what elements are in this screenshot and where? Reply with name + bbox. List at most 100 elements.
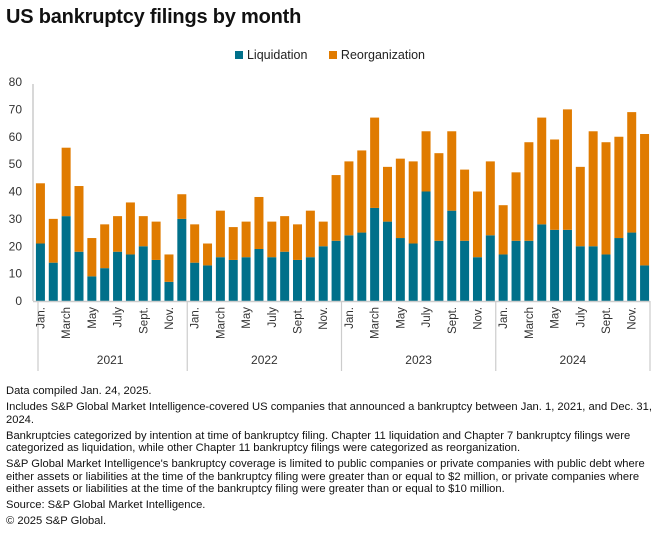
bar-reorganization [177, 194, 187, 219]
bar-liquidation [215, 257, 225, 301]
bar-liquidation [228, 259, 238, 301]
x-tick-label: Nov. [164, 307, 176, 330]
note-copyright: © 2025 S&P Global. [6, 515, 107, 528]
bar-liquidation [344, 235, 354, 301]
bar-liquidation [177, 218, 187, 301]
bar-reorganization [293, 224, 303, 260]
bar-reorganization [408, 161, 418, 244]
bar-reorganization [485, 161, 495, 236]
bar-reorganization [203, 243, 213, 266]
bar-reorganization [370, 117, 380, 208]
bar-liquidation [421, 191, 431, 301]
legend: Liquidation Reorganization [0, 48, 660, 62]
bar-reorganization [460, 169, 470, 241]
bar-liquidation [601, 254, 611, 301]
bar-reorganization [511, 172, 521, 241]
x-tick-label: Sept. [601, 307, 613, 334]
x-tick-label: May [241, 307, 253, 329]
bar-reorganization [74, 186, 84, 252]
bar-liquidation [382, 221, 392, 301]
x-tick-label: March [61, 307, 73, 339]
year-label: 2023 [405, 353, 432, 367]
chart-title: US bankruptcy filings by month [6, 6, 302, 28]
y-axis: 0 10 20 30 40 50 60 70 80 [9, 75, 34, 308]
x-tick-label: Sept. [293, 307, 305, 334]
bar-liquidation [61, 216, 71, 301]
bar-liquidation [241, 257, 251, 301]
legend-item-liquidation: Liquidation [234, 48, 308, 62]
bar-reorganization [344, 161, 354, 236]
x-tick-label: Nov. [318, 307, 330, 330]
bar-reorganization [550, 139, 560, 230]
legend-swatch-reorganization [328, 51, 337, 59]
bar-reorganization [280, 216, 290, 252]
bar-reorganization [537, 117, 547, 225]
bar-reorganization [627, 112, 637, 233]
bar-liquidation [575, 246, 585, 301]
x-tick-label: Sept. [447, 307, 459, 334]
year-label: 2021 [97, 353, 124, 367]
bar-reorganization [524, 142, 534, 241]
bar-liquidation [100, 268, 110, 301]
bar-liquidation [151, 259, 161, 301]
bar-liquidation [370, 207, 380, 301]
x-tick-label: Jan. [498, 307, 510, 329]
bar-reorganization [113, 216, 123, 252]
bar-reorganization [215, 210, 225, 258]
y-tick-label: 30 [9, 212, 23, 226]
bar-liquidation [588, 246, 598, 301]
y-tick-label: 20 [9, 239, 23, 253]
x-tick-label: July [575, 307, 587, 328]
bar-reorganization [357, 150, 367, 233]
bar-liquidation [485, 235, 495, 301]
bar-reorganization [48, 218, 58, 263]
x-tick-label: July [267, 307, 279, 328]
y-tick-label: 80 [9, 75, 23, 89]
x-tick-label: May [87, 307, 99, 329]
x-tick-label: Jan. [190, 307, 202, 329]
bar-reorganization [331, 175, 341, 241]
bar-liquidation [447, 210, 457, 301]
bar-reorganization [447, 131, 457, 211]
legend-label-liquidation: Liquidation [246, 48, 308, 62]
legend-swatch-liquidation [234, 51, 243, 59]
x-tick-label: July [421, 307, 433, 328]
bar-liquidation [35, 243, 45, 301]
note-data-compiled: Data compiled Jan. 24, 2025. [6, 385, 152, 397]
bar-liquidation [305, 257, 315, 301]
x-tick-label: Nov. [627, 307, 639, 330]
x-tick-label: July [113, 307, 125, 328]
x-axis: Jan. March May July Sept. Nov. 2021 Jan. March Ma… [33, 300, 651, 371]
bar-liquidation [640, 265, 650, 301]
bar-liquidation [293, 259, 303, 301]
bar-reorganization [601, 142, 611, 255]
y-tick-label: 70 [9, 102, 23, 116]
bar-liquidation [537, 224, 547, 301]
bar-liquidation [614, 238, 624, 301]
bar-reorganization [575, 166, 585, 247]
bar-liquidation [125, 254, 135, 301]
bar-reorganization [382, 166, 392, 222]
bar-reorganization [100, 224, 110, 269]
x-tick-label: May [550, 307, 562, 329]
bar-reorganization [588, 131, 598, 247]
x-tick-label: March [524, 307, 536, 339]
bar-reorganization [395, 158, 405, 239]
legend-label-reorganization: Reorganization [340, 48, 426, 62]
legend-item-reorganization: Reorganization [328, 48, 426, 62]
year-label: 2024 [560, 353, 587, 367]
bar-reorganization [562, 109, 572, 230]
bar-liquidation [434, 240, 444, 301]
bar-liquidation [562, 229, 572, 301]
y-tick-label: 50 [9, 157, 23, 171]
note-coverage-period: Includes S&P Global Market Intelligence-… [6, 400, 652, 426]
bar-reorganization [138, 216, 148, 247]
bar-reorganization [87, 238, 97, 277]
bar-reorganization [305, 210, 315, 258]
bar-reorganization [434, 153, 444, 241]
bar-reorganization [614, 136, 624, 239]
bar-liquidation [203, 265, 213, 301]
bar-reorganization [318, 221, 328, 247]
bar-reorganization [254, 196, 264, 249]
x-tick-label: Jan. [35, 307, 47, 329]
